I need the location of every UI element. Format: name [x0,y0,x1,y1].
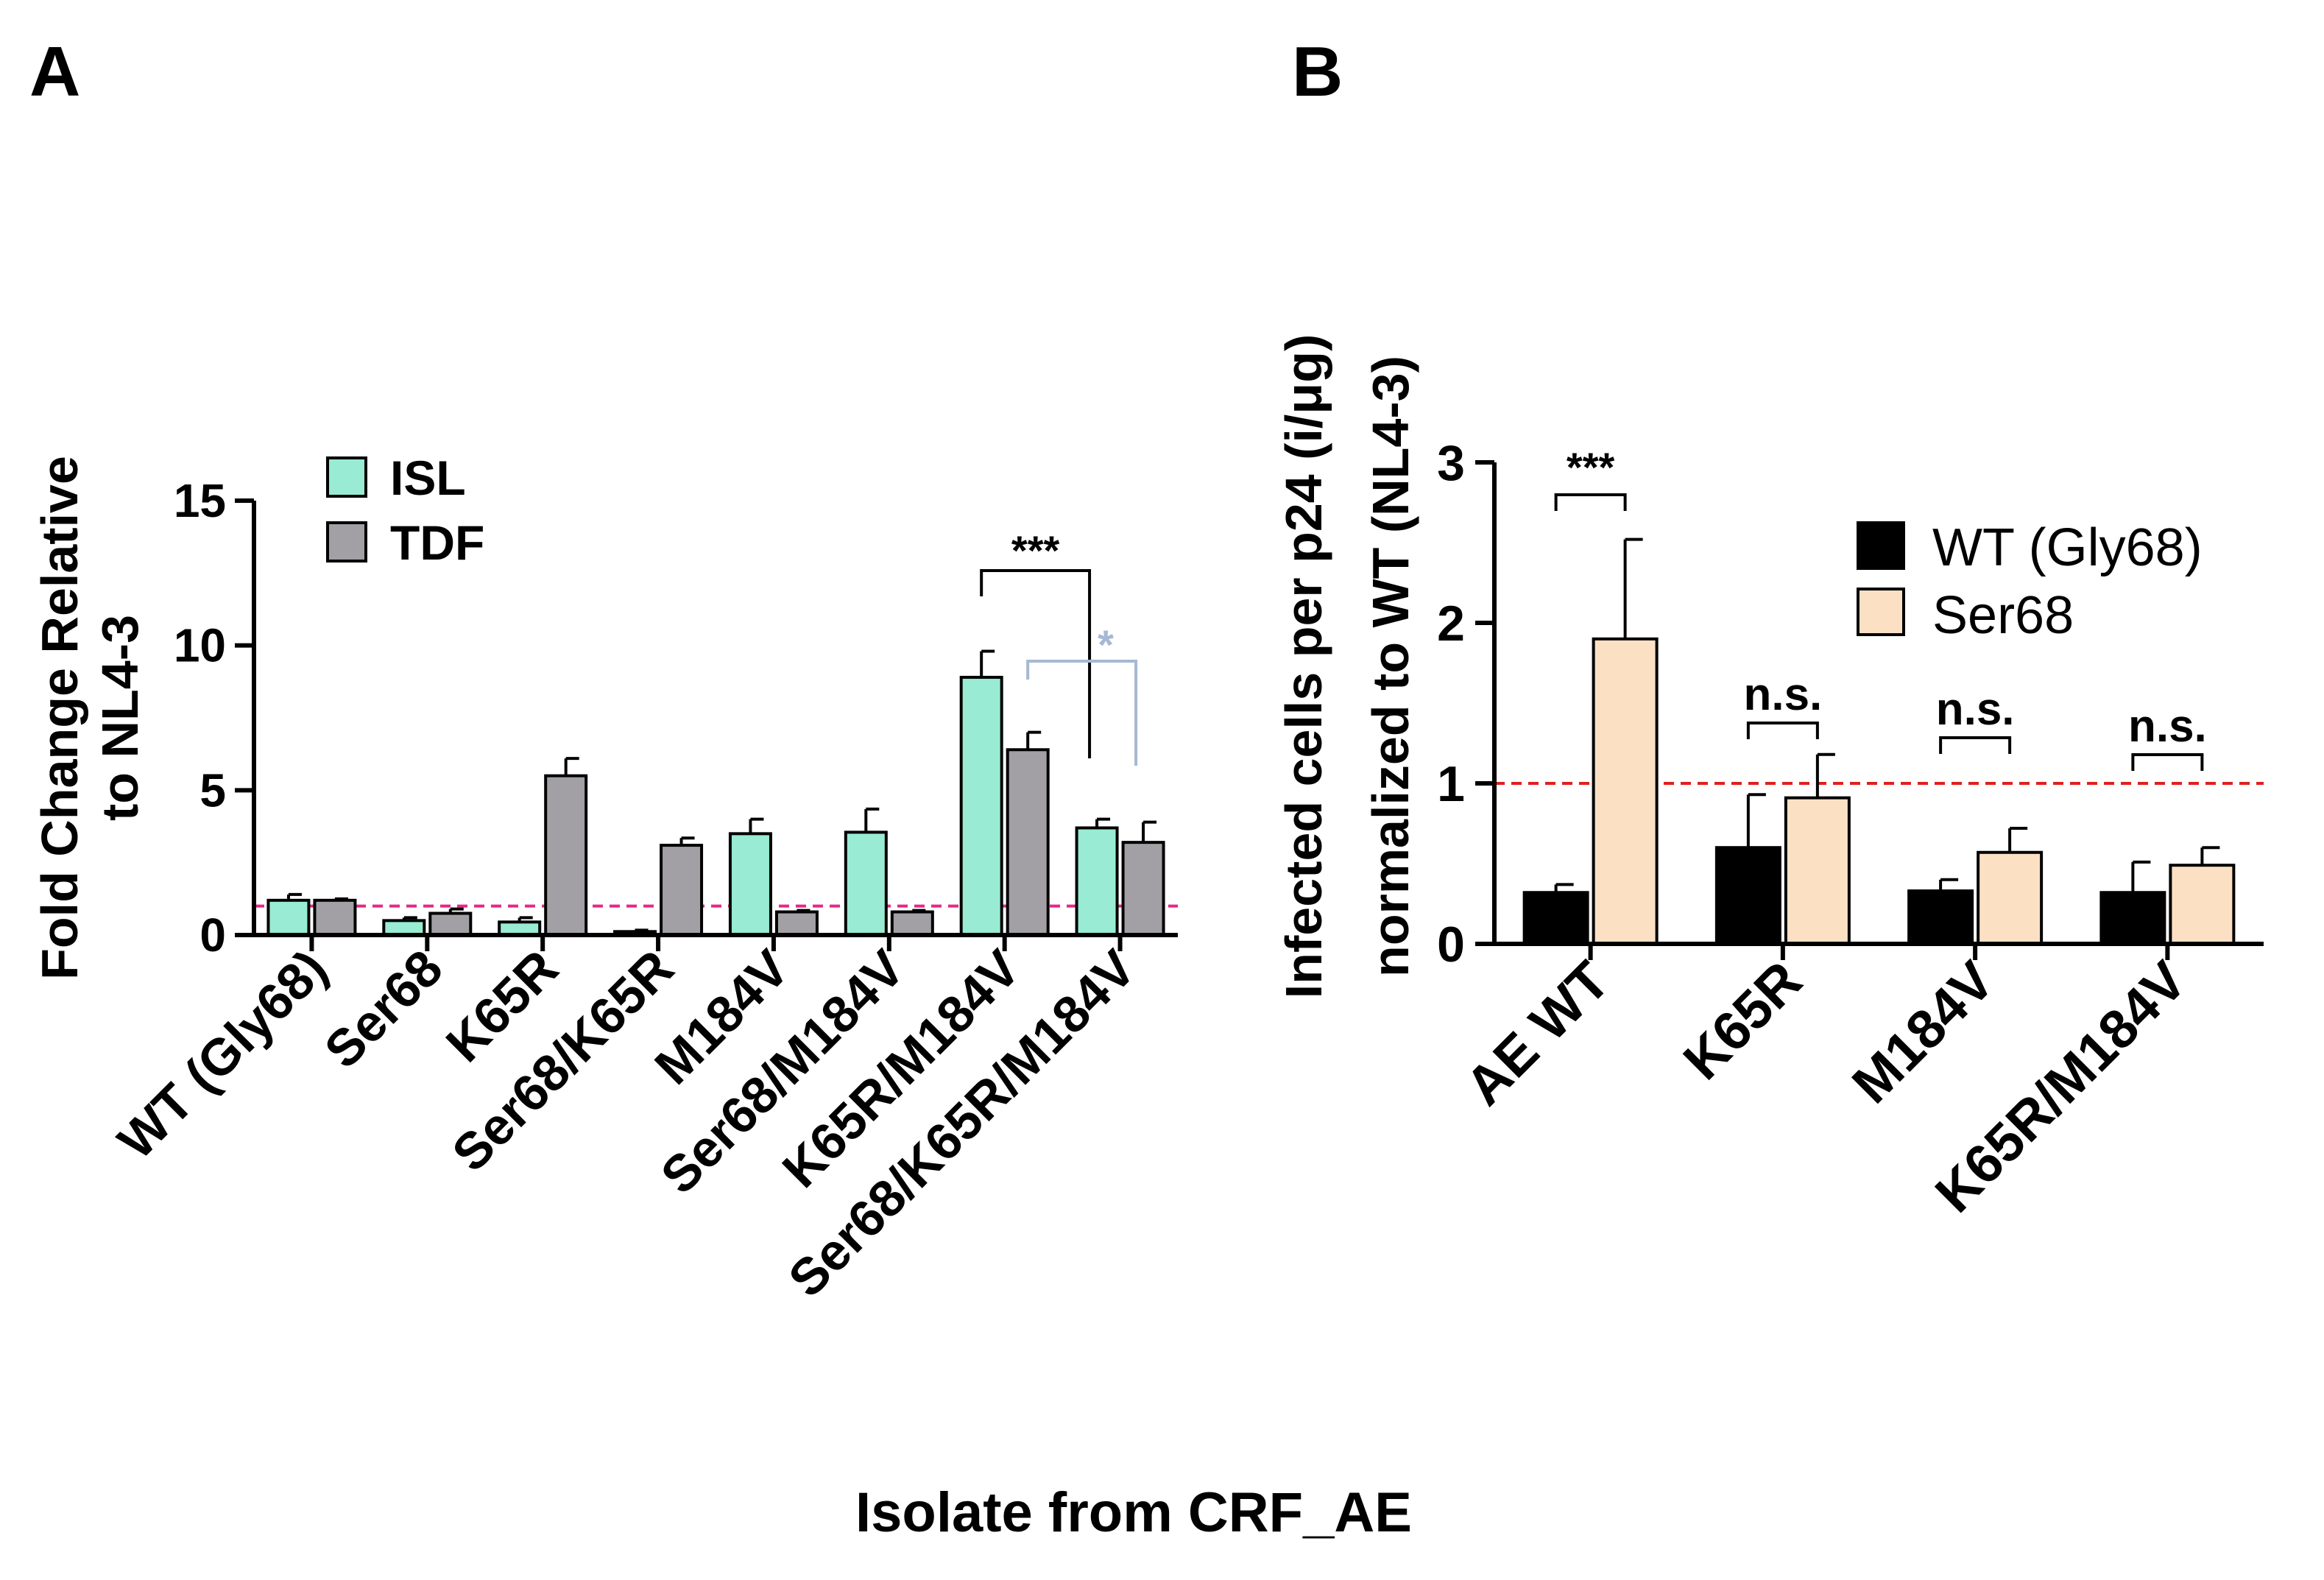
panel-a-bar-isl [728,832,772,937]
panel-b-legend-wt-label: WT (Gly68) [1932,518,2203,577]
panel-b-y-label-line: normalized to WT (NL4-3) [1362,356,1419,977]
panel-a-y-axis-label: Fold Change Relativeto NL4-3 [31,456,149,980]
panel-b-significance-bracket [2131,753,2204,771]
panel-b-bar-wt [1522,891,1589,945]
panel-a-y-tick-label: 5 [199,763,226,817]
panel-a-chart: Fold Change Relativeto NL4-3 0 5 10 15 WT (Gl… [31,451,1178,1308]
panel-b-significance-bracket [1939,736,2012,754]
panel-b-y-tick-label: 0 [1437,917,1465,973]
panel-b-significance-bracket [1554,493,1627,511]
panel-a-y-label-line: to NL4-3 [91,615,149,821]
panel-a-bar-tdf [774,910,819,937]
panel-a-legend-tdf-label: TDF [390,515,484,570]
panel-b-significance-label: n.s. [1936,684,2015,735]
panel-b-bar-ser68 [1592,637,1659,945]
panel-b-significance-label: *** [1567,444,1615,490]
panel-a-y-label-line: Fold Change Relative [31,456,88,980]
panel-b-bar-wt [1714,846,1781,945]
panel-b-significance-label: n.s. [2128,701,2207,752]
panel-a-significance-bracket-black [980,569,1092,758]
shared-x-axis-label: Isolate from CRF_AE [855,1481,1412,1544]
panel-a-significance-bracket-blue [1026,660,1138,766]
panel-b-bar-ser68 [1977,850,2044,945]
panel-a-label: A [29,32,80,111]
panel-a-x-tick-label: Ser68 [314,939,453,1079]
panel-a-bar-isl [266,898,311,937]
panel-b-y-tick-label: 1 [1437,756,1465,812]
panel-a-bar-tdf [313,898,357,937]
panel-b-x-tick-label: AE WT [1454,950,1621,1117]
panel-b-y-label-line: Infected cells per p24 (i/μg) [1275,334,1332,999]
panel-a-y-tick-label: 0 [199,909,226,962]
panel-a-bar-tdf [1006,748,1050,937]
panel-a-legend-isl-label: ISL [390,451,466,505]
panel-b-bar-ser68 [2169,864,2236,946]
panel-b-y-tick-label: 3 [1437,435,1465,491]
panel-a-significance-label-blue: * [1098,621,1114,668]
panel-b-significance-bracket [1746,722,1819,739]
panel-b-legend-ser68-label: Ser68 [1932,586,2074,645]
panel-b-legend-wt-swatch [1857,521,1905,570]
panel-b-label: B [1292,32,1343,111]
panel-b-legend-ser68-swatch [1857,588,1905,636]
panel-b-bar-ser68 [1784,796,1851,945]
panel-a-legend-tdf-swatch [326,521,367,562]
panel-a-bar-isl [1075,826,1119,937]
panel-a-y-tick-label: 10 [174,619,226,672]
panel-b-significance-label: n.s. [1743,669,1822,720]
panel-b-y-tick-label: 2 [1437,596,1465,652]
panel-a-y-tick-label: 15 [174,474,226,527]
panel-b-chart: Infected cells per p24 (i/μg) normalized … [1275,334,2264,1224]
panel-a-significance-label-black: *** [1011,527,1060,574]
panel-a-bar-tdf [890,910,934,937]
panel-b-bar-wt [1907,889,1974,946]
panel-a-bar-tdf [544,774,588,937]
panel-a-bar-isl [959,675,1003,937]
panel-a-legend-isl-swatch [326,456,367,498]
panel-a-bar-isl [844,830,888,937]
panel-a-x-tick-label: WT (Gly68) [107,939,338,1170]
panel-b-x-tick-label: M184V [1840,950,2005,1115]
panel-b-bar-wt [2099,891,2166,945]
panel-b-x-tick-label: K65R [1672,950,1813,1091]
panel-b-y-axis-label: Infected cells per p24 (i/μg) normalized … [1275,334,1419,999]
panel-a-bar-tdf [428,911,473,937]
panel-a-bar-tdf [1121,841,1165,937]
panel-a-bar-tdf [660,844,704,937]
